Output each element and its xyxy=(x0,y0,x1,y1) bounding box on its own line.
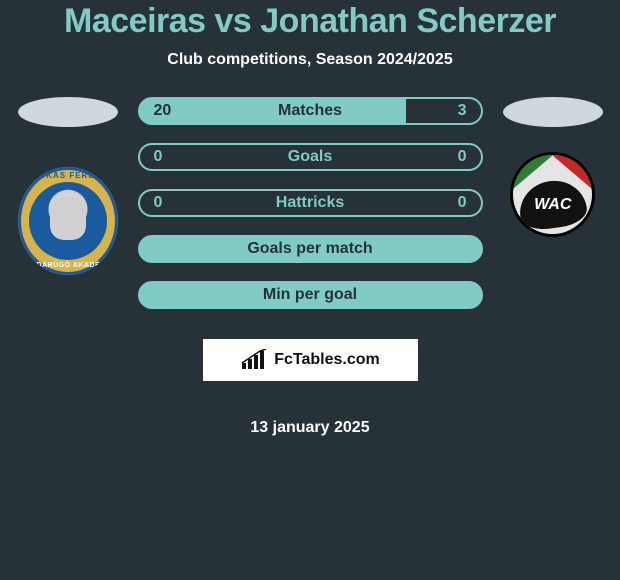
brand-attribution[interactable]: FcTables.com xyxy=(203,339,418,381)
gpm-label: Goals per match xyxy=(247,240,372,258)
badge-wordmark: WAC xyxy=(534,196,571,214)
goals-right-value: 0 xyxy=(437,148,467,166)
comparison-card: Maceiras vs Jonathan Scherzer Club compe… xyxy=(0,0,620,437)
brand-text: FcTables.com xyxy=(274,351,380,369)
main-layout: PUSKÁS FERENC LABDARÚGÓ AKADÉMIA 20 Matc… xyxy=(0,97,620,437)
badge-text-top: PUSKÁS FERENC xyxy=(18,171,118,180)
stat-row-goals: 0 Goals 0 xyxy=(138,143,483,171)
hattricks-right-value: 0 xyxy=(437,194,467,212)
mpg-label: Min per goal xyxy=(263,286,357,304)
stat-row-goals-per-match: Goals per match xyxy=(138,235,483,263)
matches-left-value: 20 xyxy=(154,102,184,120)
bar-chart-icon xyxy=(240,349,268,371)
page-title: Maceiras vs Jonathan Scherzer xyxy=(0,2,620,41)
left-player-avatar xyxy=(18,97,118,127)
badge-portrait xyxy=(50,196,86,240)
hattricks-label: Hattricks xyxy=(276,194,344,212)
stat-row-min-per-goal: Min per goal xyxy=(138,281,483,309)
goals-left-value: 0 xyxy=(154,148,184,166)
goals-label: Goals xyxy=(288,148,332,166)
right-club-badge: WAC xyxy=(510,152,595,237)
badge-text-bottom: LABDARÚGÓ AKADÉMIA xyxy=(18,262,118,269)
badge-inner xyxy=(29,182,107,260)
right-player-avatar xyxy=(503,97,603,127)
stat-row-hattricks: 0 Hattricks 0 xyxy=(138,189,483,217)
left-player-column: PUSKÁS FERENC LABDARÚGÓ AKADÉMIA xyxy=(8,97,128,275)
matches-label: Matches xyxy=(278,102,342,120)
left-club-badge: PUSKÁS FERENC LABDARÚGÓ AKADÉMIA xyxy=(18,167,118,275)
stat-row-matches: 20 Matches 3 xyxy=(138,97,483,125)
right-player-column: WAC xyxy=(493,97,613,237)
stats-column: 20 Matches 3 0 Goals 0 0 Hattricks 0 Goa… xyxy=(138,97,483,437)
matches-right-value: 3 xyxy=(437,102,467,120)
page-subtitle: Club competitions, Season 2024/2025 xyxy=(0,51,620,69)
generation-date: 13 january 2025 xyxy=(138,419,483,437)
hattricks-left-value: 0 xyxy=(154,194,184,212)
